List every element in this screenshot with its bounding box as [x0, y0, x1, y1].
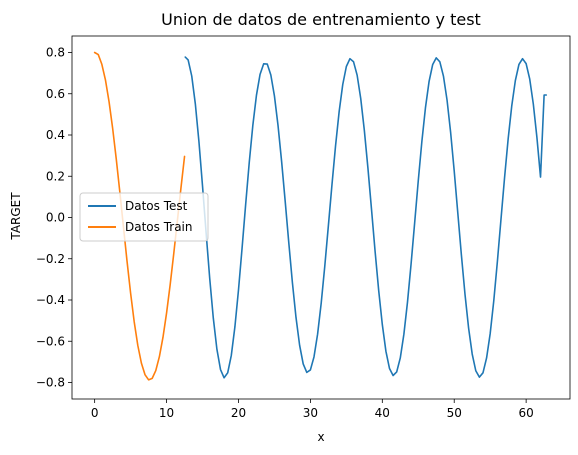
- ticks-layer: 0 10 20 30 40 50 60 −0.8 −0.6 −0.4 −0.2 0.0 0.2 0.4 0.…: [36, 46, 534, 421]
- x-tick-label: 60: [518, 406, 533, 420]
- chart-title: Union de datos de entrenamiento y test: [161, 10, 481, 29]
- y-tick-label: 0.2: [46, 169, 65, 183]
- legend-label-datos-test: Datos Test: [125, 199, 188, 213]
- series-layer: [93, 51, 548, 381]
- x-tick-label: 50: [447, 406, 462, 420]
- y-tick-label: −0.4: [36, 293, 65, 307]
- x-tick-label: 30: [303, 406, 318, 420]
- y-tick-label: −0.2: [36, 252, 65, 266]
- x-tick-label: 20: [231, 406, 246, 420]
- x-tick-label: 40: [375, 406, 390, 420]
- series-line-datos-train: [93, 51, 186, 381]
- x-axis-label: x: [317, 430, 324, 444]
- x-tick-label: 10: [159, 406, 174, 420]
- y-tick-label: 0.6: [46, 87, 65, 101]
- y-axis-label: TARGET: [9, 192, 23, 241]
- legend-label-datos-train: Datos Train: [125, 220, 193, 234]
- y-tick-label: 0.8: [46, 46, 65, 60]
- y-tick-label: −0.6: [36, 334, 65, 348]
- y-tick-label: −0.8: [36, 376, 65, 390]
- x-tick-label: 0: [91, 406, 99, 420]
- series-line-datos-test: [184, 56, 548, 379]
- y-tick-label: 0.4: [46, 128, 65, 142]
- y-tick-label: 0.0: [46, 211, 65, 225]
- legend: Datos Test Datos Train: [79, 192, 209, 242]
